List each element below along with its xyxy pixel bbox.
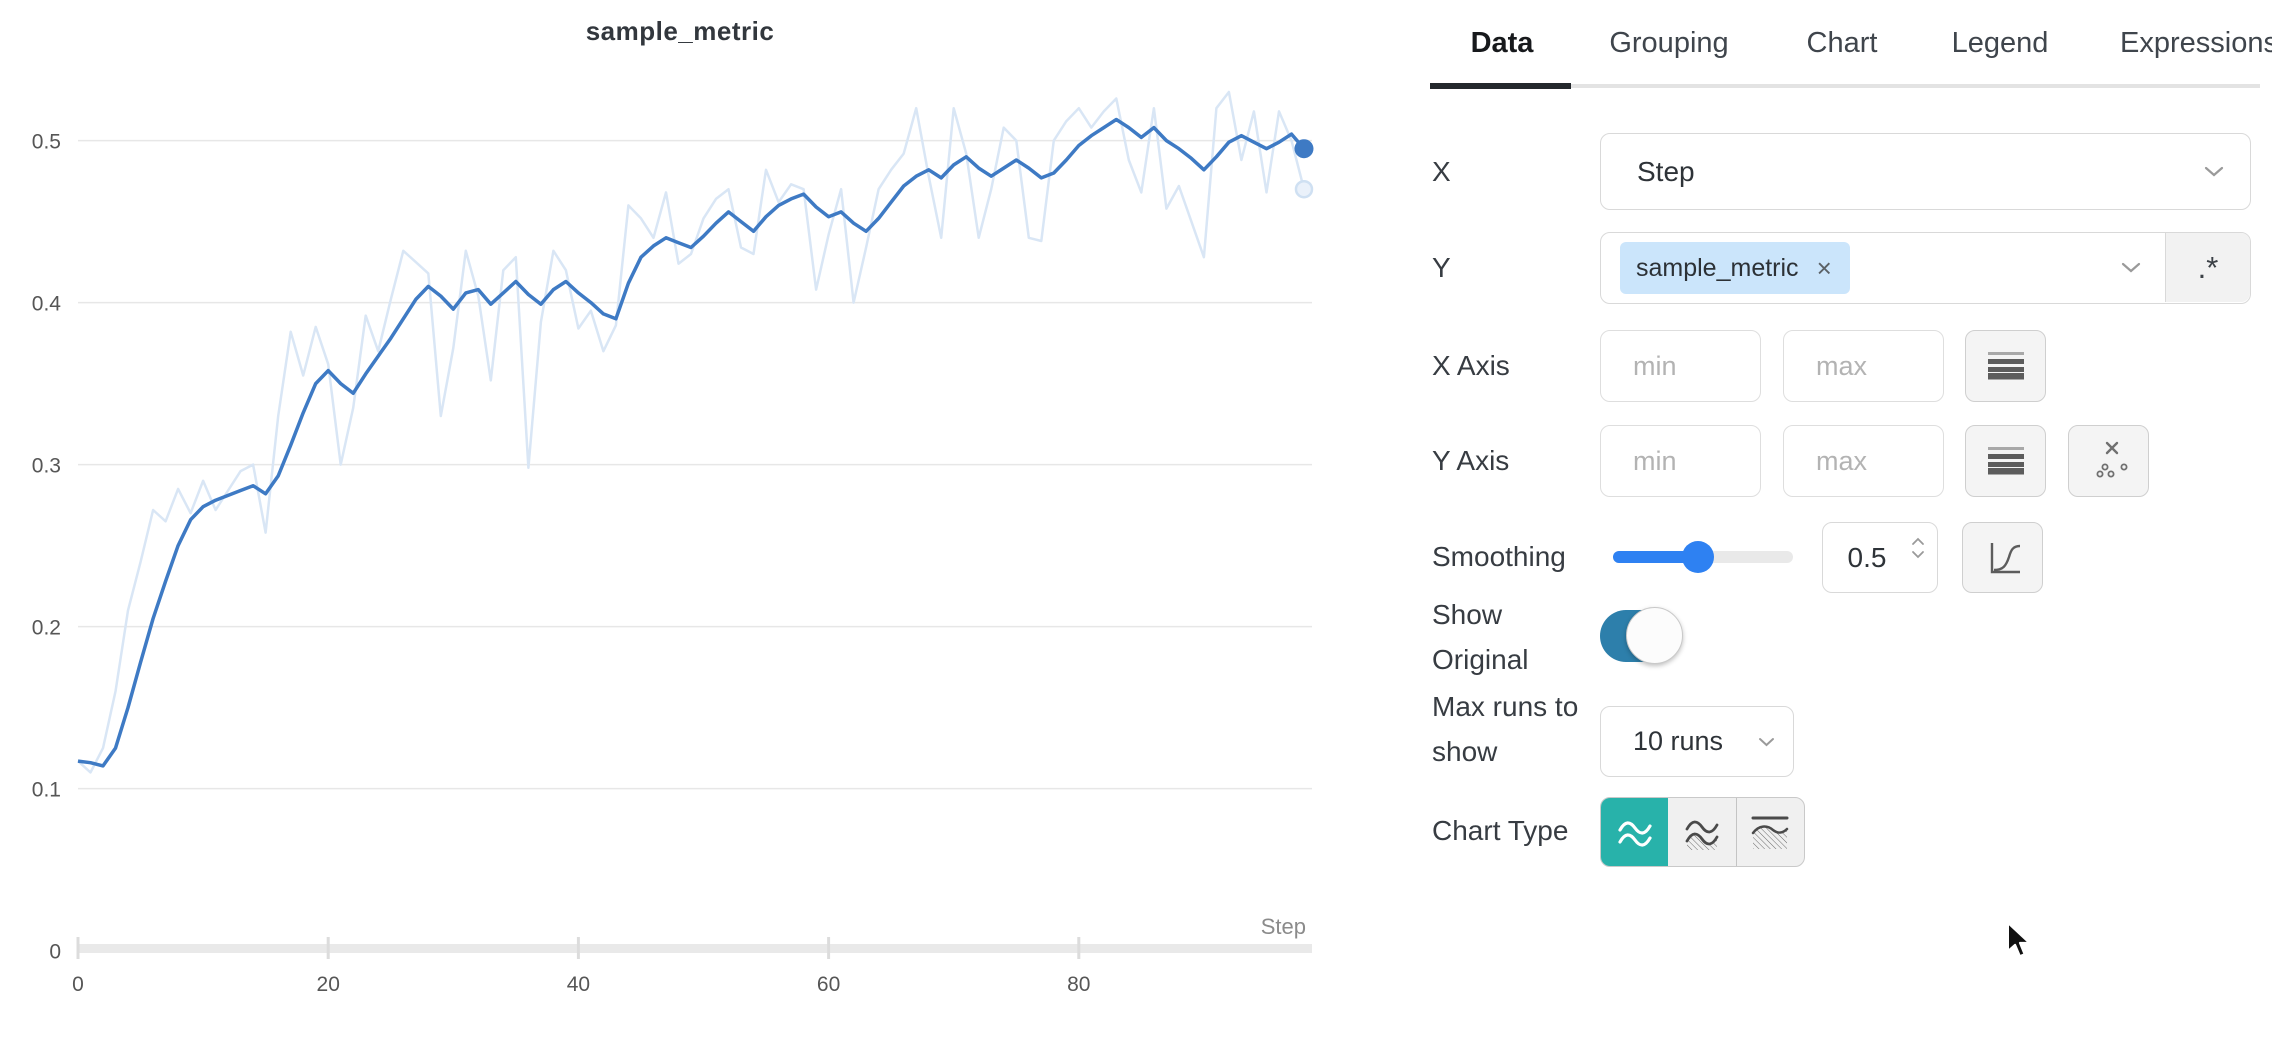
log-scale-icon xyxy=(1987,352,2024,380)
x-axis-min-input[interactable] xyxy=(1600,330,1761,402)
y-tick-label: 0.5 xyxy=(32,131,61,154)
y-metric-select[interactable]: sample_metric × .* xyxy=(1600,232,2251,304)
y-field-label: Y xyxy=(1432,252,1451,283)
smoothing-type-button[interactable] xyxy=(1962,522,2043,593)
chart-title: sample_metric xyxy=(585,16,775,46)
x-tick-label: 20 xyxy=(317,973,340,996)
ignore-outliers-icon xyxy=(2095,441,2128,478)
smoothing-slider[interactable] xyxy=(1613,541,1793,573)
y-tick-label: 0 xyxy=(49,941,61,964)
x-tick xyxy=(76,937,80,959)
spinner-down-icon[interactable] xyxy=(1911,550,1925,559)
tab-data[interactable]: Data xyxy=(1470,27,1534,59)
show-original-label: Show Original xyxy=(1432,599,1529,675)
tab-bar: Data Grouping Chart Legend Expressions xyxy=(1430,0,2272,95)
x-axis-max-input[interactable] xyxy=(1783,330,1944,402)
y-tick-label: 0.3 xyxy=(32,455,61,478)
y-tick-label: 0.2 xyxy=(32,617,61,640)
y-tick-label: 0.1 xyxy=(32,779,61,802)
max-runs-select[interactable]: 10 runs xyxy=(1600,706,1794,777)
max-runs-selected: 10 runs xyxy=(1633,726,1724,756)
metric-line-chart[interactable]: 0 0.1 0.2 0.3 0.4 0.5 0 20 40 60 80 Step xyxy=(0,0,1360,1040)
smoothing-value-spinner xyxy=(1822,522,1938,593)
tab-expressions[interactable]: Expressions xyxy=(2120,27,2272,59)
active-tab-indicator xyxy=(1430,83,1571,89)
x-tick xyxy=(827,937,831,959)
y-axis-log-scale-button[interactable] xyxy=(1965,425,2046,497)
slider-knob[interactable] xyxy=(1681,541,1714,573)
y-axis-max-input[interactable] xyxy=(1783,425,1944,497)
smoothed-endpoint-dot xyxy=(1294,139,1314,159)
x-axis-title: Step xyxy=(1261,914,1306,939)
tab-underline-track xyxy=(1430,84,2260,88)
spinner-up-icon[interactable] xyxy=(1911,537,1925,546)
percentile-plot-icon xyxy=(1751,816,1789,849)
chevron-down-icon xyxy=(2204,166,2224,176)
chart-type-label: Chart Type xyxy=(1432,815,1569,846)
x-axis-log-scale-button[interactable] xyxy=(1965,330,2046,402)
x-axis-label: X Axis xyxy=(1432,350,1510,381)
y-tick-label: 0.4 xyxy=(32,293,62,316)
chart-type-area-button[interactable] xyxy=(1668,798,1735,866)
x-value-selected: Step xyxy=(1637,155,1695,187)
tab-legend[interactable]: Legend xyxy=(1951,27,2049,59)
y-metric-tag-label: sample_metric xyxy=(1636,253,1799,282)
chevron-down-icon xyxy=(2121,262,2141,273)
slider-fill xyxy=(1613,551,1698,563)
x-tick-label: 60 xyxy=(817,973,840,996)
smoothing-curve-icon xyxy=(1990,542,2020,573)
area-plot-icon xyxy=(1685,820,1719,850)
x-axis-band xyxy=(78,944,1312,953)
x-tick-label: 40 xyxy=(567,973,590,996)
x-value-select[interactable]: Step xyxy=(1600,133,2251,210)
line-plot-icon xyxy=(1618,821,1652,847)
x-tick xyxy=(1077,937,1081,959)
log-scale-icon xyxy=(1987,447,2024,475)
series-original xyxy=(77,90,1306,774)
tab-grouping[interactable]: Grouping xyxy=(1609,27,1729,59)
show-original-toggle[interactable] xyxy=(1600,607,1683,664)
x-tick xyxy=(576,937,580,959)
toggle-knob xyxy=(1626,607,1683,664)
remove-metric-icon[interactable]: × xyxy=(1816,253,1832,283)
y-axis-label: Y Axis xyxy=(1432,445,1510,476)
chart-config-panel: Data Grouping Chart Legend Expressions X… xyxy=(1430,0,2272,1040)
regex-toggle-button[interactable]: .* xyxy=(2165,233,2250,302)
chart-type-percentile-button[interactable] xyxy=(1735,798,1804,866)
x-field-label: X xyxy=(1432,156,1451,187)
chart-type-line-button[interactable] xyxy=(1601,798,1669,866)
y-axis-min-input[interactable] xyxy=(1600,425,1761,497)
chart-type-segmented-control xyxy=(1600,797,1805,867)
ignore-outliers-button[interactable] xyxy=(2068,425,2149,497)
y-metric-tag: sample_metric × xyxy=(1620,242,1850,294)
chevron-down-icon xyxy=(1759,737,1774,746)
original-endpoint-dot xyxy=(1294,179,1314,199)
x-tick xyxy=(326,937,330,959)
x-tick-label: 0 xyxy=(72,973,84,996)
smoothing-label: Smoothing xyxy=(1432,541,1566,572)
tab-chart[interactable]: Chart xyxy=(1806,27,1878,59)
spinner-arrows xyxy=(1911,537,1925,559)
series-smoothed xyxy=(77,117,1306,768)
chart-panel: 0 0.1 0.2 0.3 0.4 0.5 0 20 40 60 80 Step sample_met… xyxy=(0,0,1360,1040)
x-tick-label: 80 xyxy=(1067,973,1090,996)
max-runs-label: Max runs to show xyxy=(1432,691,1579,767)
